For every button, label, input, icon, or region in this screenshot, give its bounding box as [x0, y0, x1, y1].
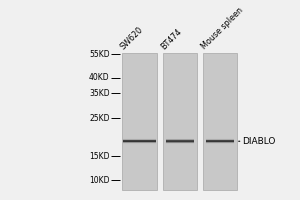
Text: 10KD: 10KD: [89, 176, 110, 185]
Bar: [123, 141, 156, 142]
Bar: [166, 141, 194, 142]
Bar: [206, 140, 234, 141]
Bar: [206, 144, 234, 145]
Bar: [123, 144, 156, 145]
Bar: [123, 139, 156, 140]
Bar: [166, 142, 194, 143]
Bar: [166, 139, 194, 140]
Bar: [166, 143, 194, 144]
Text: Mouse spleen: Mouse spleen: [200, 6, 245, 51]
Bar: [166, 140, 194, 141]
Bar: [166, 144, 194, 145]
Text: 40KD: 40KD: [89, 73, 110, 82]
Bar: [206, 143, 234, 144]
Bar: [206, 138, 234, 139]
Bar: [206, 141, 234, 142]
Text: SW620: SW620: [119, 25, 145, 51]
Bar: [123, 137, 156, 138]
Text: BT474: BT474: [159, 27, 184, 51]
Text: 55KD: 55KD: [89, 50, 110, 59]
Bar: [166, 140, 194, 141]
Bar: [122, 53, 157, 190]
Bar: [166, 139, 194, 140]
Bar: [203, 53, 237, 190]
Bar: [163, 53, 197, 190]
Text: 35KD: 35KD: [89, 89, 110, 98]
Bar: [123, 141, 156, 142]
Bar: [123, 140, 156, 141]
Bar: [166, 143, 194, 144]
Text: DIABLO: DIABLO: [239, 137, 276, 146]
Bar: [206, 140, 234, 141]
Bar: [206, 139, 234, 140]
Bar: [166, 138, 194, 139]
Bar: [123, 140, 156, 141]
Bar: [206, 142, 234, 143]
Text: 15KD: 15KD: [89, 152, 110, 161]
Text: 25KD: 25KD: [89, 114, 110, 123]
Bar: [166, 141, 194, 142]
Bar: [123, 144, 156, 145]
Bar: [206, 141, 234, 142]
Bar: [123, 138, 156, 139]
Bar: [123, 143, 156, 144]
Bar: [166, 142, 194, 143]
Bar: [123, 142, 156, 143]
